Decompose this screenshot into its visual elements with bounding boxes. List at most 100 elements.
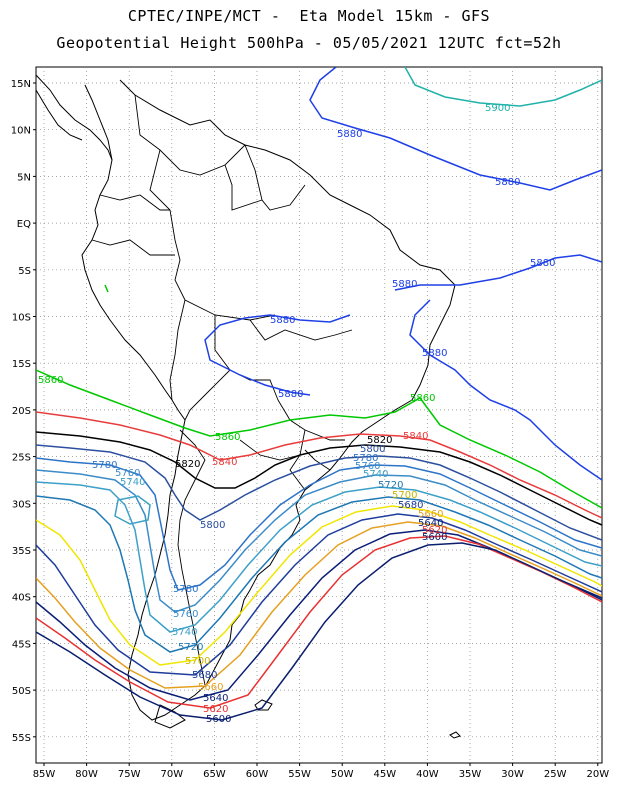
lon-label: 85W: [33, 769, 56, 780]
label-5660-b: 5660: [198, 682, 223, 693]
label-5860-a: 5860: [38, 375, 63, 386]
label-5880-b: 5880: [495, 177, 520, 188]
label-5820-b: 5820: [175, 459, 200, 470]
south-georgia: [449, 731, 461, 739]
label-5840-b: 5840: [212, 457, 237, 468]
contour-5880-east: [394, 254, 602, 291]
label-5620-b: 5620: [203, 704, 228, 715]
lat-label: 5N: [17, 172, 31, 183]
contour-5720: [36, 495, 602, 653]
contour-5600: [36, 542, 602, 721]
lat-label: 5S: [18, 266, 31, 277]
lat-label: 35S: [12, 546, 31, 557]
label-5860-b: 5860: [410, 393, 435, 404]
lon-label: 65W: [203, 769, 226, 780]
contour-5760: [36, 469, 602, 613]
contour-5880-inner: [204, 314, 351, 396]
lon-label: 80W: [75, 769, 98, 780]
contour-5620: [36, 535, 602, 709]
label-5700-a: 5700: [392, 490, 417, 501]
lon-label: 25W: [544, 769, 567, 780]
lon-label: 35W: [459, 769, 482, 780]
contour-5820: [36, 431, 602, 526]
label-5800-a: 5800: [360, 444, 385, 455]
label-5680-a: 5680: [398, 500, 423, 511]
central-america-coastline: [36, 74, 113, 161]
contour-5740: [36, 481, 602, 633]
contour-labels: 5900 5880 5880 5880 5880 5880 5880 5880 …: [38, 103, 555, 725]
contour-5840: [36, 411, 602, 519]
lat-label: 30S: [12, 499, 31, 510]
label-5880-f: 5880: [422, 348, 447, 359]
lon-label: 20W: [586, 769, 609, 780]
lat-label: 10S: [12, 313, 31, 324]
label-5600-b: 5600: [206, 714, 231, 725]
label-5760-a: 5760: [115, 468, 140, 479]
label-5780-c: 5780: [173, 584, 198, 595]
contour-5880-north: [309, 67, 602, 191]
lon-label: 60W: [246, 769, 269, 780]
lon-label: 50W: [331, 769, 354, 780]
contour-5740-loop: [114, 495, 151, 525]
label-5640-a: 5640: [418, 518, 443, 529]
label-5800-b: 5800: [200, 520, 225, 531]
label-5820-a: 5820: [367, 435, 392, 446]
lat-label: 25S: [12, 453, 31, 464]
lon-label: 70W: [160, 769, 183, 780]
label-5840-a: 5840: [403, 431, 428, 442]
contour-5900: [404, 67, 602, 107]
lon-label: 75W: [118, 769, 141, 780]
chart-title-line2: Geopotential Height 500hPa - 05/05/2021 …: [56, 34, 562, 52]
lat-label: 15S: [12, 359, 31, 370]
label-5740-a: 5740: [120, 477, 145, 488]
south-america-coastline: [81, 79, 456, 721]
label-5720-b: 5720: [178, 642, 203, 653]
lon-label: 55W: [288, 769, 311, 780]
latitude-labels: 15N 10N 5N EQ 5S 10S 15S 20S 25S 30S 35S 40S 45S 50S 5…: [11, 79, 36, 744]
lat-label: 45S: [12, 639, 31, 650]
contour-5660: [36, 521, 602, 689]
lon-label: 30W: [501, 769, 524, 780]
lon-label: 40W: [416, 769, 439, 780]
label-5780-b: 5780: [353, 453, 378, 464]
lat-label: 10N: [11, 126, 31, 137]
map-frame: [35, 66, 603, 764]
label-5880-g: 5880: [278, 389, 303, 400]
label-5720-a: 5720: [378, 480, 403, 491]
label-5700-b: 5700: [185, 656, 210, 667]
label-5760-c: 5760: [173, 609, 198, 620]
chart-title-line1: CPTEC/INPE/MCT - Eta Model 15km - GFS: [127, 7, 491, 25]
label-5640-b: 5640: [203, 693, 228, 704]
label-5740-b: 5740: [363, 469, 388, 480]
lat-label: 50S: [12, 686, 31, 697]
contour-5780: [36, 457, 602, 591]
contour-5860: [36, 284, 602, 509]
label-5760-b: 5760: [355, 461, 380, 472]
label-5880-c: 5880: [530, 258, 555, 269]
lat-label: EQ: [17, 219, 31, 230]
lon-label: 45W: [373, 769, 396, 780]
map-grid: [36, 67, 602, 763]
label-5860-c: 5860: [215, 432, 240, 443]
contour-5700: [36, 505, 602, 666]
country-borders: [91, 94, 353, 686]
label-5880-e: 5880: [270, 315, 295, 326]
label-5880-a: 5880: [337, 129, 362, 140]
contour-5680: [36, 513, 602, 676]
label-5880-d: 5880: [392, 279, 417, 290]
lat-label: 40S: [12, 593, 31, 604]
label-5900: 5900: [485, 103, 510, 114]
lat-label: 55S: [12, 733, 31, 744]
label-5680-b: 5680: [192, 670, 217, 681]
label-5620-a: 5620: [422, 525, 447, 536]
label-5660-a: 5660: [418, 509, 443, 520]
longitude-labels: 85W 80W 75W 70W 65W 60W 55W 50W 45W 40W 35W 30W 25W 2…: [33, 763, 609, 780]
label-5740-c: 5740: [172, 627, 197, 638]
label-5780-a: 5780: [92, 460, 117, 471]
lat-label: 20S: [12, 406, 31, 417]
contour-5800: [36, 444, 602, 541]
lat-label: 15N: [11, 79, 31, 90]
contour-5880-loop: [409, 299, 602, 481]
label-5600-a: 5600: [422, 532, 447, 543]
